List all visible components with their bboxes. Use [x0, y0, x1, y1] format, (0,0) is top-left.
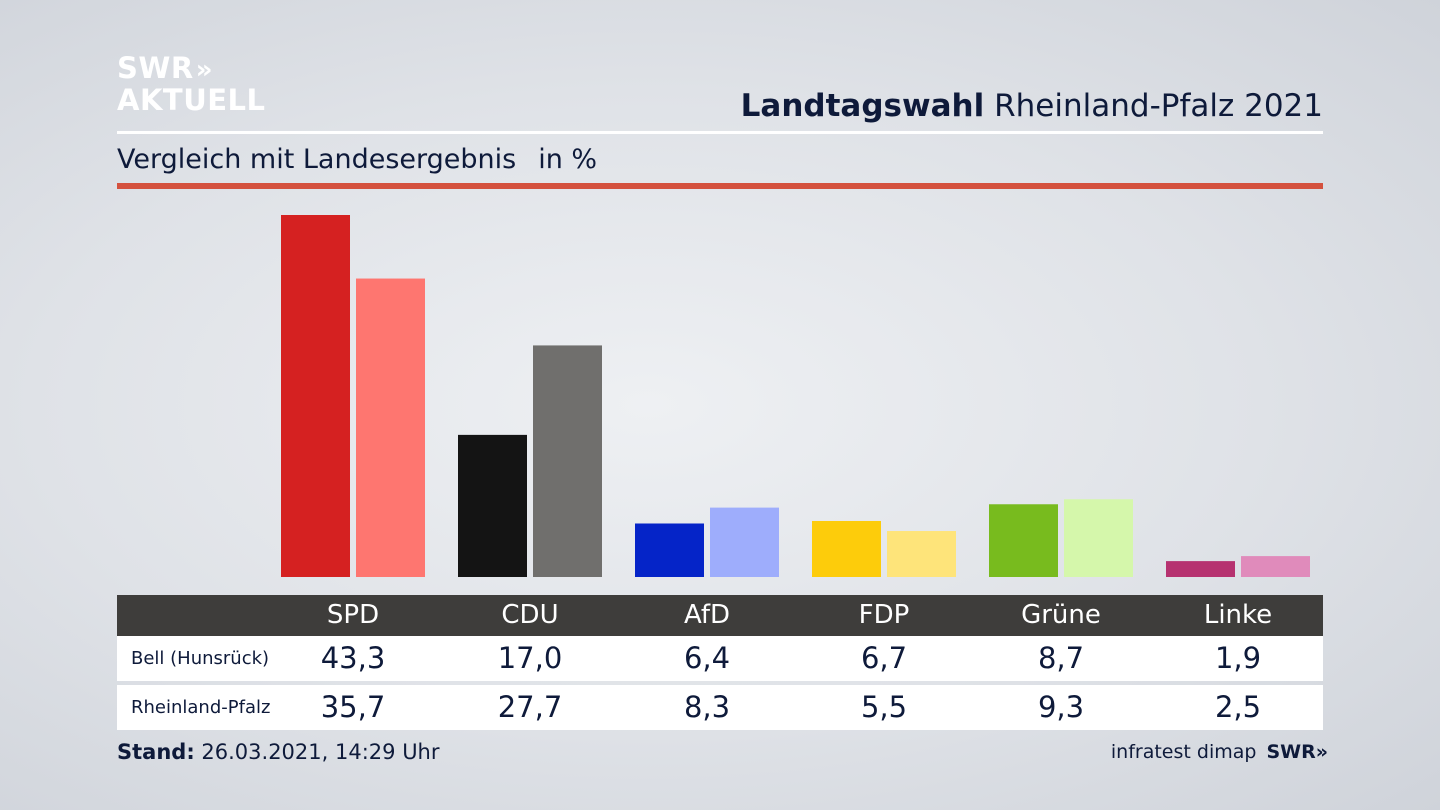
source-credit: infratest dimap SWR» — [1110, 741, 1328, 763]
bar-grne-rlp — [1064, 499, 1133, 577]
stand-label: Stand: — [117, 740, 195, 764]
value-fdp-rlp: 5,5 — [860, 690, 908, 724]
value-linke-rlp: 2,5 — [1214, 690, 1262, 724]
party-label-afd: AfD — [683, 600, 731, 630]
value-grne-rlp: 9,3 — [1037, 690, 1085, 724]
subtitle-unit: in % — [538, 144, 598, 175]
swr-chevron-icon: » — [1315, 741, 1328, 763]
party-label-linke: Linke — [1203, 600, 1273, 630]
table-row: Bell (Hunsrück) 43,3 17,0 6,4 6,7 8,7 1,9 — [117, 636, 1323, 681]
value-cdu-bell: 17,0 — [497, 641, 563, 675]
bar-spd-rlp — [356, 278, 425, 577]
party-label-fdp: FDP — [858, 600, 910, 630]
logo-swr-text: SWR — [117, 51, 194, 85]
title-bold: Landtagswahl — [740, 88, 985, 124]
title-rest: Rheinland-Pfalz 2021 — [994, 88, 1323, 124]
bar-afd-rlp — [710, 507, 779, 577]
value-linke-bell: 1,9 — [1214, 641, 1262, 675]
swr-aktuell-logo: SWR» AKTUELL — [117, 54, 266, 115]
timestamp: Stand: 26.03.2021, 14:29 Uhr — [117, 740, 440, 764]
bar-fdp-bell — [812, 520, 881, 577]
value-spd-rlp: 35,7 — [320, 690, 386, 724]
stand-value: 26.03.2021, 14:29 Uhr — [201, 740, 440, 764]
subtitle-divider — [117, 183, 1323, 189]
source-name: infratest dimap — [1110, 741, 1257, 763]
party-label-grne: Grüne — [1021, 600, 1101, 630]
party-label-spd: SPD — [326, 600, 380, 630]
party-label-cdu: CDU — [501, 600, 559, 630]
bar-cdu-rlp — [533, 345, 602, 577]
row-label-bell: Bell (Hunsrück) — [131, 648, 270, 669]
row-label-rheinland-pfalz: Rheinland-Pfalz — [131, 697, 271, 718]
bar-fdp-rlp — [887, 531, 956, 577]
value-cdu-rlp: 27,7 — [497, 690, 563, 724]
swr-footer-logo: SWR — [1266, 741, 1316, 763]
page-title: Landtagswahl Rheinland-Pfalz 2021 — [741, 88, 1323, 124]
table-row: Rheinland-Pfalz 35,7 27,7 8,3 5,5 9,3 2,5 — [117, 685, 1323, 730]
value-afd-rlp: 8,3 — [683, 690, 731, 724]
bar-linke-bell — [1166, 561, 1235, 577]
value-grne-bell: 8,7 — [1037, 641, 1085, 675]
title-divider — [117, 131, 1323, 134]
logo-aktuell-text: AKTUELL — [117, 83, 266, 117]
subtitle-text: Vergleich mit Landesergebnis — [117, 144, 517, 175]
chart-subtitle: Vergleich mit Landesergebnis in % — [117, 144, 597, 175]
value-fdp-bell: 6,7 — [860, 641, 908, 675]
results-table: SPD CDU AfD FDP Grüne Linke Bell (Hunsrück) 4… — [117, 595, 1323, 730]
value-spd-bell: 43,3 — [320, 641, 386, 675]
bar-afd-bell — [635, 523, 704, 577]
bar-grne-bell — [989, 504, 1058, 577]
bar-cdu-bell — [458, 434, 527, 577]
bar-linke-rlp — [1241, 556, 1310, 577]
table-header: SPD CDU AfD FDP Grüne Linke — [117, 595, 1323, 636]
value-afd-bell: 6,4 — [683, 641, 731, 675]
bar-spd-bell — [281, 215, 350, 577]
